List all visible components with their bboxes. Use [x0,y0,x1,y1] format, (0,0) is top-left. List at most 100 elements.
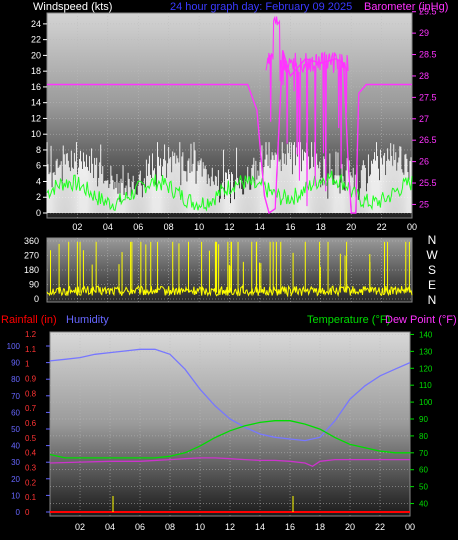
tick-label: 18 [315,522,325,532]
tick-label: 110 [419,381,432,390]
tick-label: 0.6 [25,419,37,428]
chart-title: 24 hour graph day: February 09 2025 [170,1,352,13]
tick-label: 26.5 [419,135,437,145]
tick-label: 6 [36,161,41,171]
tick-label: 10 [194,222,204,232]
tick-label: 00 [405,522,415,532]
tick-label: 20 [345,522,355,532]
tick-label: 20 [346,222,356,232]
tick-label: 50 [11,425,20,434]
series-line [49,457,410,468]
tick-label: 40 [419,500,428,509]
tick-label: 22 [31,35,41,45]
direction-grid [47,238,412,302]
tick-label: 0 [16,508,21,517]
tick-label: 70 [419,449,428,458]
temp-humidity-series [49,348,411,513]
tick-label: 0.1 [25,493,37,502]
tick-label: 270 [24,251,39,261]
tick-label: 80 [11,375,20,384]
compass-label: N [428,233,437,247]
tick-label: 4 [36,176,41,186]
tick-label: 16 [285,222,295,232]
tick-label: 360 [24,236,39,246]
temp-humidity-panel: 0 0.1 0.2 0.3 0.4 0.5 0.6 0.7 0.8 0.9 1 1.1 1.2 0 10 20… [1,314,457,532]
tick-label: 8 [36,145,41,155]
tick-label: 120 [419,364,433,373]
tick-label: 180 [24,265,39,275]
barometer-axis-ticks: 25 25.5 26 26.5 27 27.5 28 28.5 29 29.5 [412,7,437,209]
tick-label: 80 [419,432,428,441]
tick-label: 50 [419,483,428,492]
tick-label: 28 [419,71,429,81]
tick-label: 22 [375,522,385,532]
wind-direction-series [46,241,413,298]
tick-label: 0.4 [25,449,37,458]
tick-label: 0 [25,508,30,517]
tick-label: 29.5 [419,7,437,17]
series-line [49,348,411,442]
dewpoint-axis-label: Dew Point (°F) [385,314,457,326]
windspeed-average-line [46,170,413,212]
tick-label: 0 [34,294,39,304]
tick-label: 27.5 [419,92,437,102]
tick-label: 12 [225,522,235,532]
tick-label: 60 [11,408,20,417]
tick-label: 02 [72,222,82,232]
tick-label: 29 [419,28,429,38]
tick-label: 25.5 [419,178,437,188]
tick-label: 140 [419,330,433,339]
tick-label: 25 [419,199,429,209]
tick-label: 90 [29,280,39,290]
tick-label: 60 [419,466,428,475]
tick-label: 04 [103,222,113,232]
direction-axis-ticks: 0 90 180 270 360 [24,236,39,304]
tick-label: 1.2 [25,330,37,339]
barometer-line [47,50,412,215]
tick-label: 70 [11,392,20,401]
tick-label: 20 [31,50,41,60]
compass-label: E [428,278,436,292]
tick-label: 16 [31,82,41,92]
barometer-series [47,15,412,215]
tick-label: 90 [419,415,428,424]
tick-label: 08 [164,222,174,232]
temperature-axis-label: Temperature (°F) [307,314,390,326]
wind-x-axis-ticks: 02 04 06 08 10 12 14 16 18 20 22 00 [72,222,417,232]
tick-label: 20 [11,475,20,484]
tick-label: 16 [285,522,295,532]
compass-label: S [428,263,436,277]
compass-label: W [426,248,438,262]
tick-label: 1.1 [25,345,37,354]
tick-label: 0.9 [25,375,37,384]
windspeed-series [46,142,413,213]
compass-label: N [428,293,437,307]
tick-label: 0.2 [25,478,37,487]
tick-label: 0 [36,208,41,218]
barometer-noise [265,15,349,207]
temp-x-axis-ticks: 02 04 06 08 10 12 14 16 18 20 22 00 [75,522,415,532]
tick-label: 0.5 [25,434,37,443]
rainfall-axis-label: Rainfall (in) [1,314,57,326]
tick-label: 10 [31,129,41,139]
tick-label: 24 [31,19,41,29]
tick-label: 18 [316,222,326,232]
tick-label: 1 [25,360,30,369]
tick-label: 14 [31,98,41,108]
windspeed-axis-label: Windspeed (kts) [33,1,112,13]
series-line [49,420,410,459]
tick-label: 0.8 [25,389,37,398]
tick-label: 10 [11,491,20,500]
tick-label: 02 [75,522,85,532]
tick-label: 100 [7,342,21,351]
temp-axis-ticks: 0 0.1 0.2 0.3 0.4 0.5 0.6 0.7 0.8 0.9 1 1.1 1.2 0 10 20… [7,330,433,517]
tick-label: 22 [377,222,387,232]
tick-label: 26 [419,157,429,167]
tick-label: 2 [36,192,41,202]
tick-label: 06 [133,222,143,232]
tick-label: 40 [11,442,20,451]
tick-label: 30 [11,458,20,467]
